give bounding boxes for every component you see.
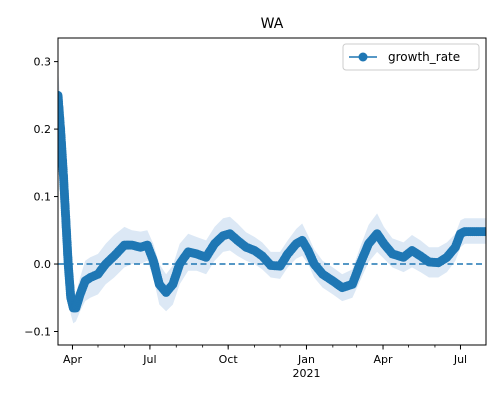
axes: −0.1 0.0 0.1 0.2 0.3 Apr Jul Oct Jan Apr Jul 2021 — [24, 37, 487, 380]
legend-label-growth-rate: growth_rate — [388, 50, 460, 64]
plot-frame — [57, 37, 487, 346]
series-markers-growth-rate — [58, 90, 486, 313]
legend-box — [342, 43, 480, 71]
x-tick-label: Apr — [374, 353, 394, 366]
y-tick-label: 0.1 — [34, 191, 52, 204]
x-tick-label: Jul — [142, 353, 156, 366]
chart-title: WA — [261, 16, 284, 32]
y-tick-label: 0.2 — [34, 123, 52, 136]
data-point — [481, 227, 486, 237]
y-tick-label: −0.1 — [24, 326, 51, 339]
plot-content — [58, 68, 486, 324]
x-tick-label: Jan — [297, 353, 315, 366]
plot-area — [58, 68, 486, 324]
x-tick-label: Jul — [453, 353, 467, 366]
confidence-band — [58, 68, 486, 324]
legend-dot-marker — [358, 52, 368, 62]
y-tick-label: 0.0 — [34, 258, 52, 271]
x-year-label: 2021 — [292, 367, 320, 380]
x-tick-label: Apr — [63, 353, 83, 366]
legend: growth_rate — [342, 43, 480, 71]
x-tick-label: Oct — [219, 353, 239, 366]
y-tick-label: 0.3 — [34, 56, 52, 69]
